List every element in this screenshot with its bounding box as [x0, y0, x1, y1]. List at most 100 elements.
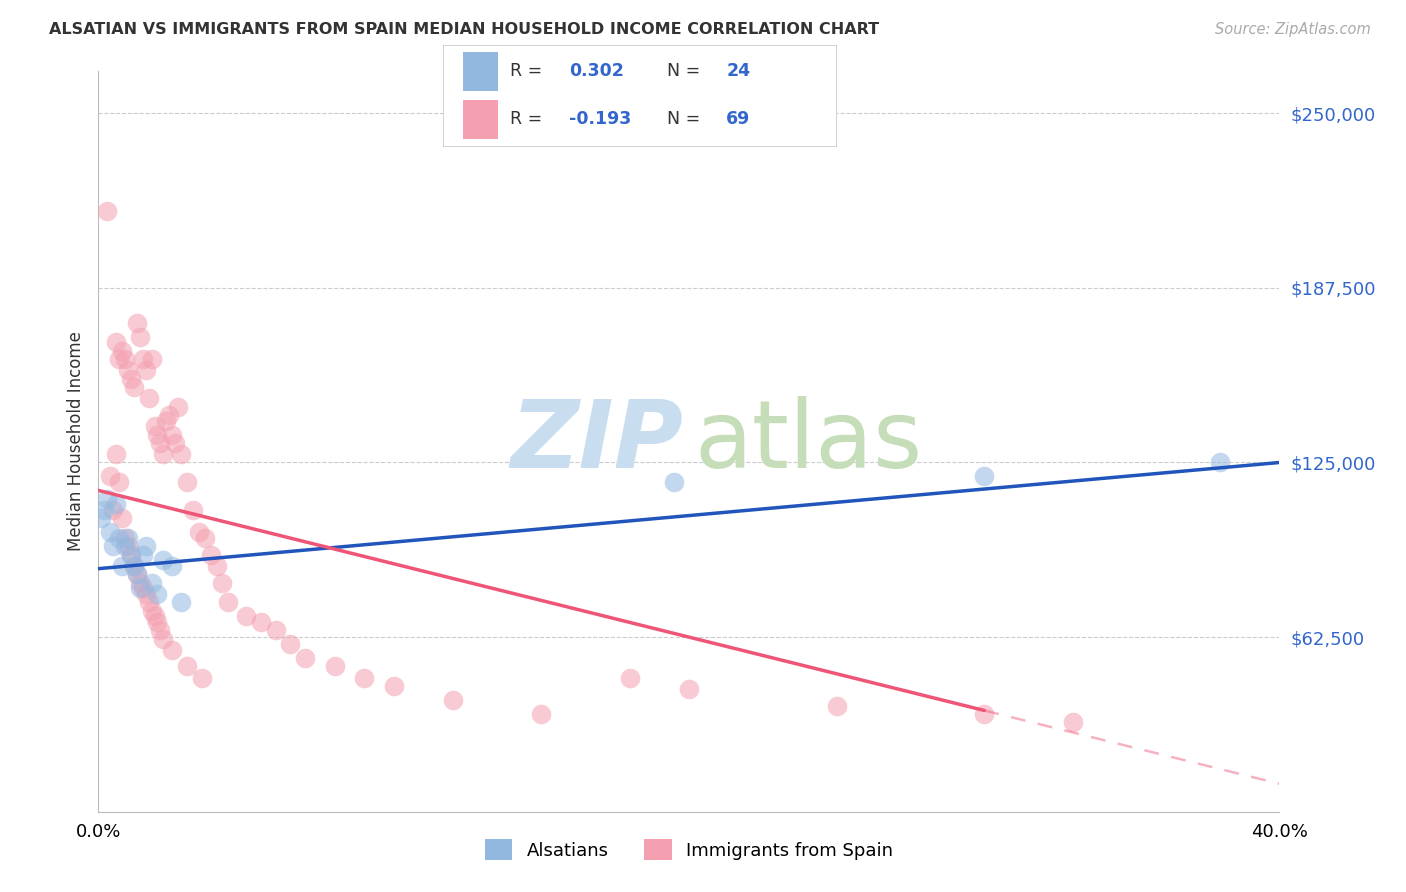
Point	[117, 539, 139, 553]
Point	[382, 679, 405, 693]
Point	[108, 531, 131, 545]
Point	[217, 595, 239, 609]
Point	[128, 330, 150, 344]
Text: ALSATIAN VS IMMIGRANTS FROM SPAIN MEDIAN HOUSEHOLD INCOME CORRELATION CHART: ALSATIAN VS IMMIGRANTS FROM SPAIN MEDIAN…	[49, 22, 879, 37]
Point	[280, 637, 302, 651]
Point	[152, 632, 174, 646]
Point	[138, 391, 160, 405]
Point	[111, 343, 134, 358]
Text: ZIP: ZIP	[510, 395, 683, 488]
Point	[146, 615, 169, 629]
Text: 69: 69	[727, 111, 751, 128]
Point	[170, 447, 193, 461]
Point	[235, 609, 257, 624]
Point	[120, 548, 142, 562]
Point	[108, 475, 131, 489]
Point	[105, 497, 128, 511]
Point	[162, 642, 183, 657]
Point	[167, 400, 190, 414]
Point	[1209, 455, 1232, 469]
Point	[162, 427, 183, 442]
Text: -0.193: -0.193	[569, 111, 631, 128]
Point	[114, 352, 136, 367]
Point	[825, 698, 848, 713]
Point	[96, 491, 118, 506]
Point	[122, 558, 145, 573]
Point	[103, 503, 125, 517]
Point	[90, 511, 112, 525]
Point	[194, 531, 217, 545]
Bar	[463, 100, 498, 139]
Point	[162, 558, 183, 573]
Point	[132, 581, 155, 595]
Point	[165, 436, 187, 450]
Point	[973, 469, 995, 483]
Point	[250, 615, 273, 629]
Text: R =: R =	[510, 111, 547, 128]
Point	[973, 706, 995, 721]
Point	[138, 595, 160, 609]
Point	[125, 567, 148, 582]
Point	[441, 693, 464, 707]
Point	[149, 623, 172, 637]
Point	[530, 706, 553, 721]
Point	[114, 531, 136, 545]
Point	[93, 503, 115, 517]
Point	[143, 609, 166, 624]
Point	[98, 525, 121, 540]
Point	[294, 651, 316, 665]
Point	[105, 335, 128, 350]
Point	[264, 623, 287, 637]
Point	[191, 671, 214, 685]
Point	[135, 587, 157, 601]
Point	[114, 539, 136, 553]
Point	[111, 558, 134, 573]
Point	[664, 475, 686, 489]
Text: 0.302: 0.302	[569, 62, 624, 80]
Point	[200, 548, 222, 562]
Point	[149, 436, 172, 450]
Point	[157, 408, 180, 422]
Legend: Alsatians, Immigrants from Spain: Alsatians, Immigrants from Spain	[475, 830, 903, 870]
Point	[120, 372, 142, 386]
Point	[117, 363, 139, 377]
Point	[146, 427, 169, 442]
Point	[111, 511, 134, 525]
Point	[98, 469, 121, 483]
Text: R =: R =	[510, 62, 547, 80]
Point	[132, 352, 155, 367]
Point	[128, 575, 150, 590]
Point	[181, 503, 204, 517]
Point	[108, 352, 131, 367]
Point	[135, 363, 157, 377]
Point	[1062, 715, 1084, 730]
Text: N =: N =	[668, 111, 706, 128]
Point	[211, 575, 233, 590]
FancyBboxPatch shape	[443, 45, 837, 147]
Point	[176, 659, 198, 673]
Point	[128, 581, 150, 595]
Point	[122, 558, 145, 573]
Text: N =: N =	[668, 62, 706, 80]
Point	[120, 548, 142, 562]
Point	[353, 671, 375, 685]
Point	[105, 447, 128, 461]
Point	[117, 531, 139, 545]
Point	[125, 567, 148, 582]
Point	[122, 380, 145, 394]
Point	[205, 558, 228, 573]
Point	[170, 595, 193, 609]
Text: atlas: atlas	[695, 395, 924, 488]
Point	[176, 475, 198, 489]
Point	[103, 539, 125, 553]
Text: 24: 24	[727, 62, 751, 80]
Point	[96, 204, 118, 219]
Point	[678, 681, 700, 696]
Point	[141, 575, 163, 590]
Point	[152, 553, 174, 567]
Text: Source: ZipAtlas.com: Source: ZipAtlas.com	[1215, 22, 1371, 37]
Point	[135, 539, 157, 553]
Point	[619, 671, 641, 685]
Point	[323, 659, 346, 673]
Point	[125, 316, 148, 330]
